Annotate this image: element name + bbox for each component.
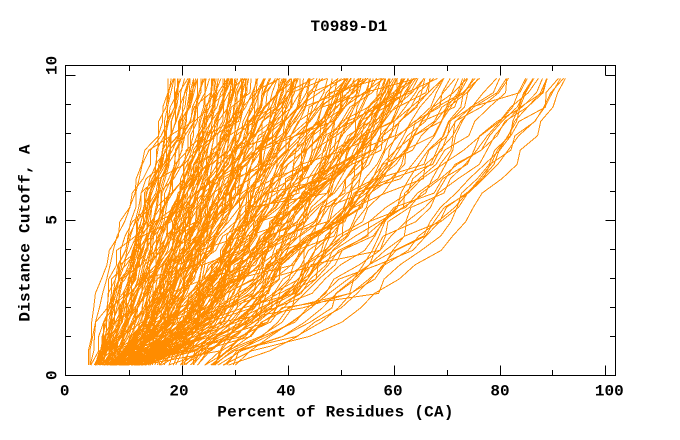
svg-text:40: 40 <box>276 383 295 401</box>
svg-text:Percent of Residues (CA): Percent of Residues (CA) <box>217 404 453 422</box>
svg-text:60: 60 <box>383 383 402 401</box>
svg-text:0: 0 <box>44 370 62 380</box>
svg-text:20: 20 <box>169 383 188 401</box>
svg-text:T0989-D1: T0989-D1 <box>310 18 387 36</box>
svg-text:5: 5 <box>44 215 62 225</box>
svg-text:Distance Cutoff, A: Distance Cutoff, A <box>17 144 35 321</box>
svg-text:100: 100 <box>595 383 624 401</box>
svg-text:80: 80 <box>490 383 509 401</box>
svg-text:0: 0 <box>60 383 70 401</box>
svg-text:10: 10 <box>44 56 62 75</box>
